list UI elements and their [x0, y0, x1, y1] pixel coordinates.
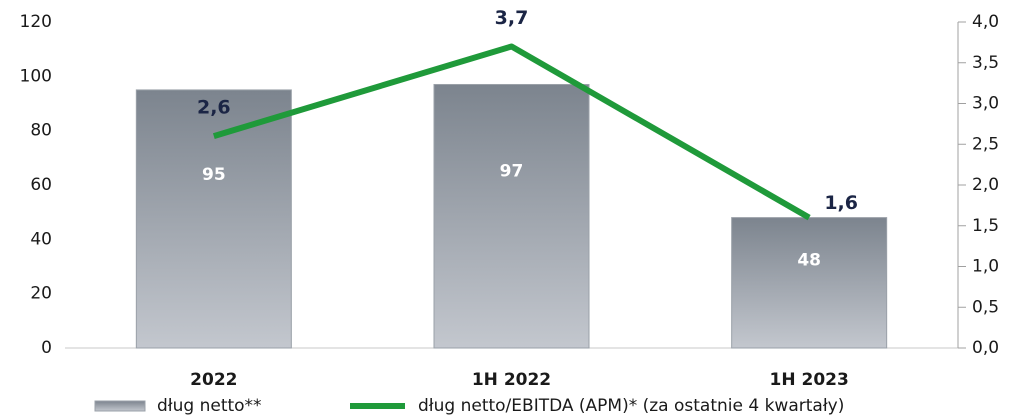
x-tick-label: 2022: [190, 370, 237, 390]
legend-label: dług netto/EBITDA (APM)* (za ostatnie 4 …: [418, 396, 844, 416]
y-tick-label: 20: [30, 284, 52, 304]
y-tick-label: 120: [20, 12, 52, 32]
line-value-label: 1,6: [824, 192, 858, 214]
legend-swatch: [94, 400, 146, 412]
y2-tick-label: 1,0: [972, 257, 999, 277]
x-tick-label: 1H 2023: [770, 370, 849, 390]
y2-tick-label: 3,0: [972, 94, 999, 114]
y2-tick-label: 2,5: [972, 134, 999, 154]
bar: [135, 89, 292, 349]
bar-value-label: 48: [797, 251, 821, 271]
y2-tick-label: 2,0: [972, 175, 999, 195]
bar-value-label: 97: [500, 161, 524, 181]
y-tick-label: 60: [30, 175, 52, 195]
y-tick-label: 0: [41, 338, 52, 358]
y2-tick-label: 0,5: [972, 297, 999, 317]
line: [212, 43, 811, 221]
y2-tick-label: 4,0: [972, 12, 999, 32]
y2-tick-label: 1,5: [972, 216, 999, 236]
y-tick-label: 100: [20, 66, 52, 86]
y-tick-label: 40: [30, 229, 52, 249]
y2-tick-label: 3,5: [972, 53, 999, 73]
y-tick-label: 80: [30, 121, 52, 141]
x-tick-label: 1H 2022: [472, 370, 551, 390]
bar: [731, 217, 888, 349]
bar: [433, 83, 590, 349]
line-value-label: 2,6: [197, 97, 231, 119]
bar-value-label: 95: [202, 165, 226, 185]
legend-label: dług netto**: [157, 396, 262, 416]
line-value-label: 3,7: [495, 7, 529, 29]
y2-tick-label: 0,0: [972, 338, 999, 358]
